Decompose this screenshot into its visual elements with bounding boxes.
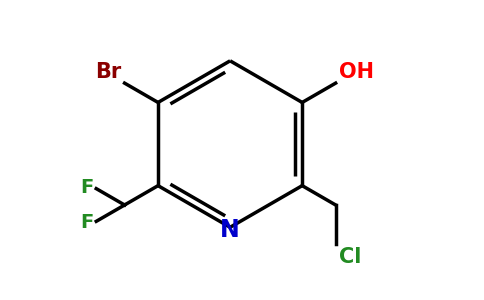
Text: N: N <box>220 218 240 242</box>
Text: F: F <box>80 178 93 197</box>
Text: OH: OH <box>339 61 374 82</box>
Text: Br: Br <box>95 61 121 82</box>
Text: Cl: Cl <box>339 247 361 267</box>
Text: F: F <box>80 213 93 232</box>
